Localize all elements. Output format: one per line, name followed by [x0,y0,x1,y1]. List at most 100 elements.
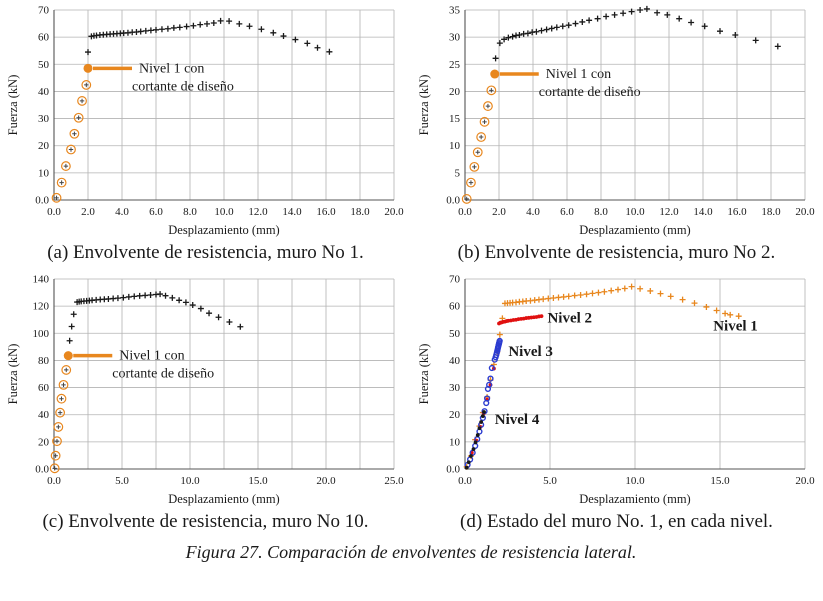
design-shear-annotation: Nivel 1 con cortante de diseño [489,67,640,100]
svg-text:0.0: 0.0 [35,195,49,207]
axes [463,279,805,470]
svg-text:4.0: 4.0 [115,206,129,218]
svg-text:100: 100 [32,328,49,340]
svg-text:70: 70 [38,5,50,17]
svg-text:14.0: 14.0 [693,206,713,218]
chart-d-canvas: 0.0 5.0 10.0 15.0 20.0 0.0 10 20 30 40 50 60 70 Despl… [417,274,815,507]
svg-text:0.0: 0.0 [47,206,61,218]
svg-text:60: 60 [38,32,50,44]
svg-text:120: 120 [32,301,49,313]
design-shear-point [83,63,92,73]
svg-text:8.0: 8.0 [183,206,197,218]
svg-text:8.0: 8.0 [594,206,608,218]
y-axis-label: Fuerza (kN) [6,344,20,405]
svg-text:cortante de diseño: cortante de diseño [538,85,640,100]
svg-text:70: 70 [449,274,461,286]
svg-text:10: 10 [38,167,50,179]
svg-text:0.0: 0.0 [458,475,472,487]
svg-text:Nivel 1 con: Nivel 1 con [139,61,204,76]
panel-b: 0.0 2.0 4.0 6.0 8.0 10.0 12.0 14.0 16.0 18.0 20.0 0… [411,2,822,265]
svg-text:20: 20 [449,86,461,98]
design-shear-annotation: Nivel 1 con cortante de diseño [63,349,214,382]
x-axis-label: Desplazamiento (mm) [579,223,690,237]
svg-text:20.0: 20.0 [316,475,336,487]
series-nivel-3 [463,337,503,469]
svg-text:6.0: 6.0 [149,206,163,218]
svg-text:12.0: 12.0 [248,206,268,218]
svg-text:16.0: 16.0 [316,206,336,218]
svg-text:25: 25 [449,59,461,71]
svg-text:15: 15 [449,113,461,125]
svg-text:20: 20 [38,140,50,152]
chart-d-caption: (d) Estado del muro No. 1, en cada nivel… [460,511,773,532]
svg-text:20: 20 [38,436,50,448]
series-nivel-1 [463,283,742,470]
svg-text:30: 30 [449,382,461,394]
svg-text:0.0: 0.0 [458,206,472,218]
chart-c-caption: (c) Envolvente de resistencia, muro No 1… [42,511,369,532]
design-shear-point [63,351,73,361]
chart-c-canvas: 0.0 5.0 10.0 15.0 20.0 25.0 0.0 20 40 60 80 100 120 1… [6,274,404,507]
level-label: Nivel 3 [508,344,553,360]
figure-27: 0.0 2.0 4.0 6.0 8.0 10.0 12.0 14.0 16.0 18.0 20.0 0… [0,2,822,563]
chart-a-canvas: 0.0 2.0 4.0 6.0 8.0 10.0 12.0 14.0 16.0 18.0 20.0 0… [6,5,404,238]
svg-text:10.0: 10.0 [180,475,200,487]
svg-text:12.0: 12.0 [659,206,679,218]
svg-text:40: 40 [38,409,50,421]
level-label: Nivel 1 [713,319,758,335]
tick-labels: 0.0 2.0 4.0 6.0 8.0 10.0 12.0 14.0 16.0 18.0 20.0 0… [35,5,404,219]
svg-text:18.0: 18.0 [350,206,370,218]
svg-text:0.0: 0.0 [446,195,460,207]
svg-text:50: 50 [449,328,461,340]
svg-text:10.0: 10.0 [214,206,234,218]
series-nivel-1-carga-creciente [51,80,91,203]
svg-text:2.0: 2.0 [81,206,95,218]
design-shear-point [489,69,499,79]
svg-text:18.0: 18.0 [761,206,781,218]
chart-b-canvas: 0.0 2.0 4.0 6.0 8.0 10.0 12.0 14.0 16.0 18.0 20.0 0… [417,5,815,238]
design-shear-annotation: Nivel 1 con cortante de diseño [83,61,233,94]
svg-text:80: 80 [38,355,50,367]
gridlines [464,278,805,469]
y-axis-label: Fuerza (kN) [417,75,431,136]
panel-c: 0.0 5.0 10.0 15.0 20.0 25.0 0.0 20 40 60 80 100 120 1… [0,271,411,534]
tick-labels: 0.0 5.0 10.0 15.0 20.0 0.0 10 20 30 40 50 60 70 [446,274,815,488]
svg-text:cortante de diseño: cortante de diseño [112,367,214,382]
svg-text:60: 60 [449,301,461,313]
x-axis-label: Desplazamiento (mm) [579,492,690,506]
svg-text:20: 20 [449,409,461,421]
svg-text:35: 35 [449,5,461,17]
svg-text:4.0: 4.0 [526,206,540,218]
svg-text:0.0: 0.0 [47,475,61,487]
svg-text:10: 10 [449,140,461,152]
svg-text:15.0: 15.0 [710,475,730,487]
gridlines [53,278,394,469]
svg-text:15.0: 15.0 [248,475,268,487]
svg-text:10.0: 10.0 [625,475,645,487]
series-nivel-1-carga-creciente [461,85,496,204]
level-label: Nivel 2 [547,311,592,327]
svg-text:10.0: 10.0 [625,206,645,218]
series-envolvente [492,5,781,62]
svg-text:0.0: 0.0 [446,464,460,476]
series-nivel-4 [464,410,486,470]
svg-text:30: 30 [449,32,461,44]
svg-text:6.0: 6.0 [560,206,574,218]
axes [463,10,805,201]
svg-text:40: 40 [38,86,50,98]
y-axis-label: Fuerza (kN) [417,344,431,405]
svg-text:50: 50 [38,59,50,71]
svg-text:60: 60 [38,382,50,394]
svg-text:140: 140 [32,274,49,286]
svg-text:20.0: 20.0 [795,475,815,487]
svg-text:2.0: 2.0 [492,206,506,218]
axes [52,10,394,201]
level-label: Nivel 4 [494,412,539,428]
svg-text:0.0: 0.0 [35,464,49,476]
figure-caption: Figura 27. Comparación de envolventes de… [185,542,637,562]
x-axis-label: Desplazamiento (mm) [168,492,279,506]
svg-text:5: 5 [454,167,460,179]
gridlines [464,9,805,200]
tick-labels: 0.0 2.0 4.0 6.0 8.0 10.0 12.0 14.0 16.0 18.0 20.0 0… [446,5,815,219]
x-axis-label: Desplazamiento (mm) [168,223,279,237]
